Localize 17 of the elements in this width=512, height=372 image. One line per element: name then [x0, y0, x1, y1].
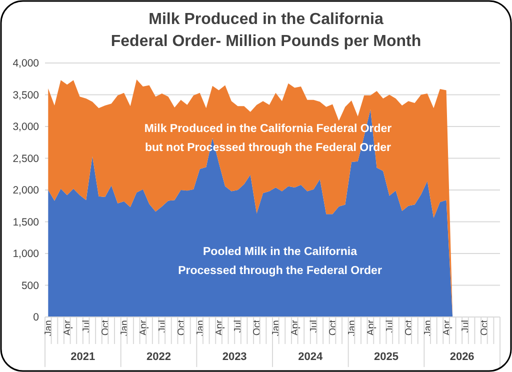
chart-title: Milk Produced in the California Federal Order- Million Pounds per Month	[110, 11, 422, 50]
y-tick-label: 4,000	[12, 58, 40, 70]
text: 2025	[374, 351, 398, 363]
text: 2022	[146, 351, 171, 363]
y-tick-label: 3,500	[12, 89, 40, 102]
y-tick-label: 2,500	[12, 152, 40, 165]
y-tick-label: 1,000	[12, 248, 40, 260]
y-tick-label: 500	[21, 280, 40, 292]
annotation: Pooled Milk in the California Processed through the Federal Order	[178, 246, 382, 277]
y-tick-label: 0	[33, 312, 40, 324]
text: 2023	[222, 351, 247, 363]
y-tick-label: 3,000	[12, 121, 40, 134]
text: 2026	[450, 351, 474, 363]
text: 2021	[70, 351, 96, 363]
y-tick-label: 2,000	[12, 184, 40, 197]
y-tick-label: 1,500	[12, 216, 40, 228]
text: 2024	[298, 351, 324, 363]
